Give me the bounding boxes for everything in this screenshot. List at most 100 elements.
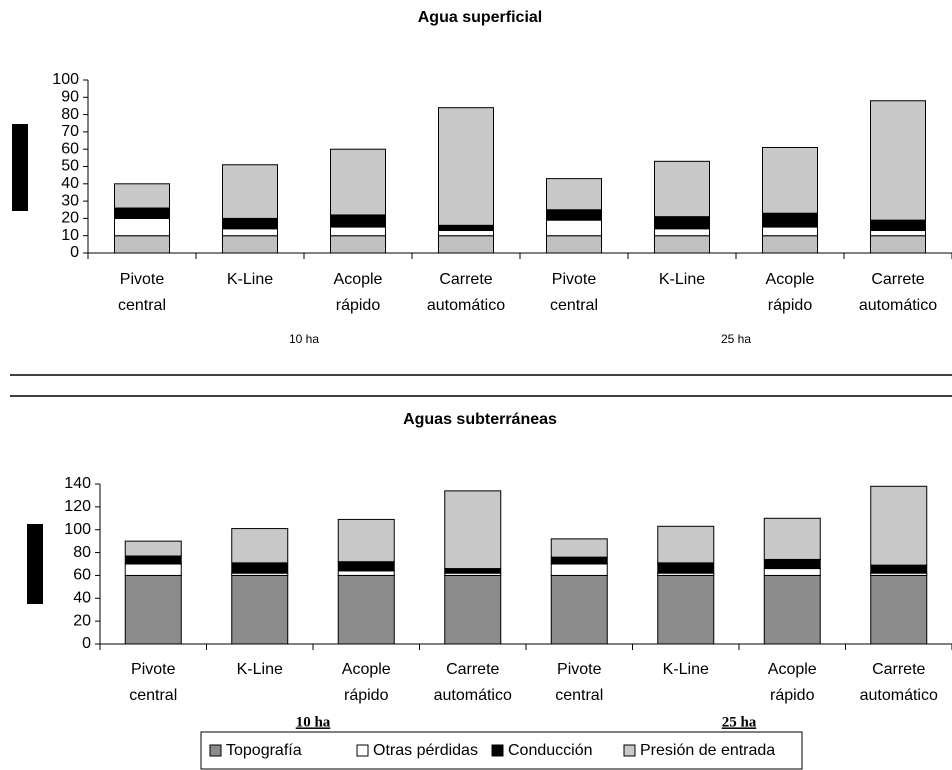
bar-segment (546, 209, 602, 221)
bar-segment (337, 518, 395, 563)
y-tick-label: 60 (61, 140, 79, 157)
bar-segment (124, 574, 182, 645)
bar-segment (762, 226, 818, 237)
bar-segment (337, 561, 395, 572)
x-tick-label: Carrete automático (434, 661, 512, 704)
bar-segment (546, 178, 602, 211)
x-tick-label: Acople rápido (766, 271, 815, 314)
bar-segment (550, 556, 608, 565)
y-tick-label: 70 (61, 123, 79, 140)
bar-segment (870, 564, 928, 574)
bar-segment (444, 490, 502, 570)
y-tick-label: 30 (61, 192, 79, 209)
bar-segment (550, 538, 608, 558)
group-label: 25 ha (721, 332, 751, 346)
bar-segment (654, 216, 710, 230)
bar-segment (222, 164, 278, 219)
bar-segment (124, 540, 182, 557)
bar-segment (763, 574, 821, 645)
bar-segment (654, 160, 710, 218)
bar-segment (438, 230, 494, 237)
bar-segment (438, 107, 494, 226)
legend-swatch (209, 744, 222, 757)
bar-segment (762, 146, 818, 214)
legend-label: Topografía (226, 742, 302, 759)
x-tick-label: Pivote central (129, 661, 177, 704)
y-axis-label-redacted (12, 124, 28, 211)
legend-swatch (623, 744, 636, 757)
y-tick-label: 60 (73, 567, 91, 584)
bar-segment (124, 555, 182, 565)
bar-segment (114, 207, 170, 219)
x-tick-label: Carrete automático (427, 271, 505, 314)
y-tick-label: 20 (73, 612, 91, 629)
bar-segment (657, 525, 715, 564)
bar-segment (657, 574, 715, 645)
bar-segment (222, 235, 278, 254)
bar-segment (337, 570, 395, 576)
bar-segment (222, 217, 278, 230)
legend-box (200, 731, 803, 770)
bar-segment (114, 183, 170, 209)
bar-segment (444, 574, 502, 645)
y-tick-label: 40 (73, 590, 91, 607)
y-tick-label: 10 (61, 227, 79, 244)
bar-segment (330, 214, 386, 228)
bar-segment (763, 568, 821, 576)
bar-segment (870, 485, 928, 566)
legend-label: Otras pérdidas (373, 742, 478, 759)
bar-segment (438, 235, 494, 254)
bar-segment (114, 217, 170, 237)
y-tick-label: 90 (61, 89, 79, 106)
x-tick-label: K-Line (659, 271, 705, 288)
bar-segment (222, 228, 278, 237)
bar-segment (330, 235, 386, 254)
bar-segment (762, 235, 818, 254)
group-label: 25 ha (722, 714, 757, 730)
group-label: 10 ha (289, 332, 319, 346)
bar-segment (870, 574, 928, 645)
bar-segment (550, 563, 608, 576)
x-tick-label: Acople rápido (334, 271, 383, 314)
bar-segment (330, 226, 386, 237)
bar-segment (124, 563, 182, 576)
bar-segment (438, 224, 494, 232)
x-tick-label: Carrete automático (859, 271, 937, 314)
bar-segment (546, 219, 602, 237)
y-tick-label: 40 (61, 175, 79, 192)
bar-segment (330, 148, 386, 216)
y-tick-label: 0 (70, 244, 79, 261)
y-tick-label: 80 (61, 106, 79, 123)
y-tick-label: 20 (61, 210, 79, 227)
x-tick-label: K-Line (227, 271, 273, 288)
bar-segment (870, 219, 926, 232)
y-axis-label-redacted (27, 524, 43, 604)
legend-label: Conducción (508, 742, 593, 759)
legend-swatch (491, 744, 504, 757)
x-tick-label: Carrete automático (860, 661, 938, 704)
x-tick-label: Acople rápido (342, 661, 391, 704)
chart-title: Agua superficial (418, 9, 542, 26)
x-tick-label: Acople rápido (768, 661, 817, 704)
bar-segment (870, 235, 926, 254)
bar-segment (231, 528, 289, 564)
bar-segment (870, 100, 926, 221)
bar-segment (114, 235, 170, 254)
bar-segment (550, 574, 608, 645)
x-tick-label: Pivote central (118, 271, 166, 314)
bar-segment (654, 228, 710, 237)
legend-swatch (356, 744, 369, 757)
legend-label: Presión de entrada (640, 742, 775, 759)
bar-segment (870, 230, 926, 237)
bar-segment (763, 517, 821, 560)
bar-segment (657, 562, 715, 574)
group-label: 10 ha (296, 714, 331, 730)
bar-segment (444, 568, 502, 574)
bar-segment (337, 574, 395, 645)
y-tick-label: 120 (64, 498, 91, 515)
bar-segment (231, 574, 289, 645)
y-tick-label: 100 (64, 521, 91, 538)
bar-segment (654, 235, 710, 254)
x-tick-label: Pivote central (550, 271, 598, 314)
